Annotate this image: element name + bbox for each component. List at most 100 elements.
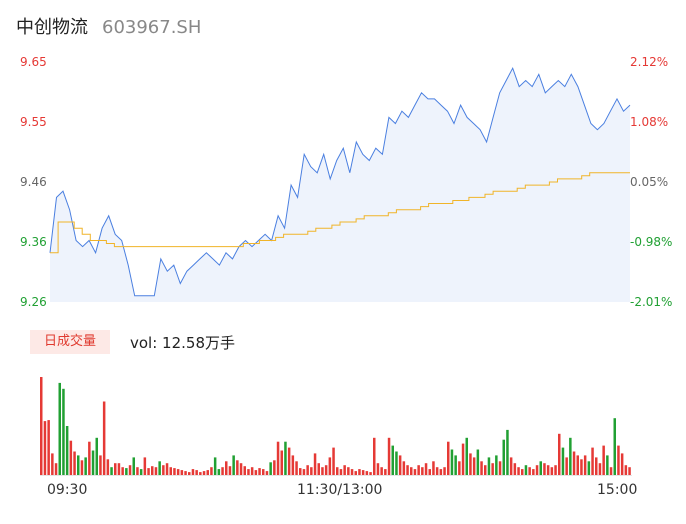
volume-bar bbox=[628, 467, 631, 475]
volume-bar bbox=[143, 457, 147, 475]
x-tick-midday: 11:30/13:00 bbox=[297, 482, 383, 498]
volume-bar bbox=[291, 455, 295, 475]
volume-bar bbox=[343, 465, 346, 475]
price-area-fill bbox=[50, 68, 630, 302]
volume-bar bbox=[221, 467, 224, 475]
volume-bar bbox=[254, 470, 258, 475]
volume-bar bbox=[361, 470, 365, 475]
volume-bar bbox=[617, 445, 620, 475]
volume-bar bbox=[158, 461, 161, 475]
volume-bar bbox=[484, 465, 487, 475]
volume-bar bbox=[51, 453, 54, 475]
volume-bar bbox=[184, 471, 187, 475]
y-tick-right-4: -2.01% bbox=[630, 295, 673, 309]
volume-bar bbox=[284, 441, 287, 475]
volume-bar bbox=[80, 460, 84, 475]
volume-bar bbox=[165, 463, 169, 475]
x-tick-close: 15:00 bbox=[597, 482, 638, 498]
volume-bar bbox=[491, 463, 494, 475]
volume-bar bbox=[454, 455, 457, 475]
volume-bar bbox=[613, 418, 616, 475]
volume-bar bbox=[191, 469, 195, 475]
y-tick-right-0: 2.12% bbox=[630, 55, 669, 69]
volume-bar bbox=[321, 467, 324, 475]
volume-bar bbox=[73, 451, 76, 475]
volume-bar bbox=[121, 467, 124, 475]
volume-bar bbox=[602, 445, 605, 475]
volume-bar bbox=[62, 388, 65, 475]
volume-bar bbox=[132, 457, 135, 475]
volume-bar bbox=[147, 468, 150, 475]
volume-bar bbox=[176, 469, 180, 475]
volume-bar bbox=[572, 451, 576, 475]
volume-bar bbox=[421, 467, 424, 475]
volume-bar bbox=[517, 467, 520, 475]
volume-bar bbox=[206, 470, 209, 475]
volume-bar bbox=[228, 466, 232, 475]
volume-tab[interactable]: 日成交量 bbox=[30, 330, 110, 354]
volume-bar bbox=[402, 461, 406, 475]
volume-bar bbox=[487, 457, 491, 475]
volume-bar bbox=[339, 469, 343, 475]
y-tick-right-2: 0.05% bbox=[630, 175, 669, 189]
volume-bar bbox=[506, 429, 509, 475]
volume-bar bbox=[154, 467, 158, 475]
volume-bar bbox=[210, 467, 213, 475]
volume-bar bbox=[391, 445, 394, 475]
stock-name: 中创物流 bbox=[16, 17, 88, 38]
volume-bar bbox=[195, 470, 198, 475]
volume-bar bbox=[88, 441, 91, 475]
volume-bar bbox=[313, 453, 317, 475]
volume-bar bbox=[413, 469, 417, 475]
volume-bar bbox=[202, 471, 206, 475]
volume-bar bbox=[447, 441, 450, 475]
volume-bar bbox=[528, 467, 531, 475]
volume-bar bbox=[336, 467, 339, 475]
volume-bar bbox=[406, 465, 409, 475]
volume-bar bbox=[539, 461, 542, 475]
volume-bar bbox=[521, 469, 524, 475]
volume-bar bbox=[332, 447, 335, 475]
volume-bar bbox=[239, 463, 243, 475]
volume-bar bbox=[583, 455, 587, 475]
y-tick-right-3: -0.98% bbox=[630, 235, 673, 249]
volume-bar bbox=[465, 437, 468, 475]
y-tick-left-3: 9.36 bbox=[20, 235, 47, 249]
volume-bar bbox=[535, 465, 539, 475]
volume-bar bbox=[558, 433, 561, 475]
volume-readout: vol: 12.58万手 bbox=[130, 334, 235, 352]
volume-bar bbox=[369, 472, 372, 475]
volume-bar bbox=[565, 457, 568, 475]
volume-bar bbox=[509, 457, 513, 475]
volume-bar bbox=[295, 461, 298, 475]
volume-bar bbox=[299, 468, 302, 475]
volume-bar bbox=[258, 468, 261, 475]
volume-bar bbox=[513, 463, 517, 475]
volume-bar bbox=[476, 449, 480, 475]
volume-bar bbox=[199, 472, 202, 475]
volume-bar bbox=[495, 455, 498, 475]
volume-bar bbox=[43, 421, 47, 475]
average-price-line bbox=[50, 172, 630, 254]
volume-bar bbox=[273, 460, 276, 475]
volume-bar bbox=[84, 457, 87, 475]
volume-bar bbox=[328, 457, 332, 475]
volume-bar bbox=[125, 468, 128, 475]
volume-bar bbox=[117, 463, 121, 475]
volume-bar bbox=[443, 467, 446, 475]
y-tick-left-0: 9.65 bbox=[20, 55, 47, 69]
volume-bar bbox=[217, 469, 221, 475]
volume-bar bbox=[77, 455, 80, 475]
stock-code: 603967.SH bbox=[102, 17, 202, 38]
volume-bar bbox=[136, 467, 139, 475]
volume-bar bbox=[417, 465, 420, 475]
volume-bar bbox=[580, 459, 583, 475]
volume-bar bbox=[232, 455, 235, 475]
volume-bar bbox=[262, 469, 265, 475]
volume-bar bbox=[620, 453, 624, 475]
volume-bar bbox=[435, 467, 439, 475]
volume-bar bbox=[128, 465, 132, 475]
volume-bar bbox=[384, 469, 387, 475]
volume-bar bbox=[480, 461, 483, 475]
